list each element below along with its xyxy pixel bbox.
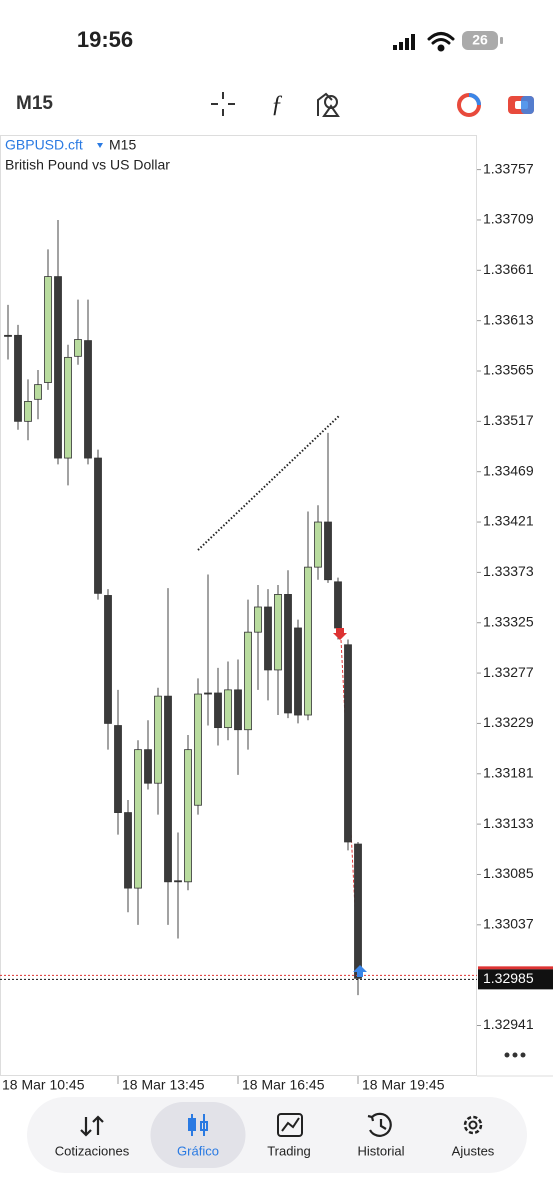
- candle-body: [224, 689, 232, 729]
- candle-body: [84, 340, 92, 459]
- candle-body: [144, 749, 152, 784]
- symbol-description: British Pound vs US Dollar: [5, 157, 170, 173]
- y-tick-label: 1.33565: [483, 362, 534, 378]
- candle-body: [164, 695, 172, 883]
- trade-button[interactable]: [457, 93, 481, 117]
- candle-body: [304, 566, 312, 716]
- candle-body: [74, 339, 82, 357]
- candle-body: [104, 595, 112, 724]
- tab-bar: [27, 1097, 527, 1173]
- active-tab-highlight: [150, 1102, 246, 1168]
- account-button[interactable]: [508, 96, 534, 114]
- last-price-box: [478, 969, 553, 990]
- y-tick-label: 1.33709: [483, 211, 534, 227]
- status-time: 19:56: [77, 27, 133, 52]
- history-icon: [367, 1112, 392, 1137]
- y-tick-label: 1.33133: [483, 815, 534, 831]
- tab-label[interactable]: Gráfico: [177, 1143, 219, 1158]
- candle-body: [174, 880, 182, 883]
- y-tick-label: 1.33613: [483, 311, 534, 327]
- candle-body: [14, 334, 22, 422]
- y-tick-label: 1.33037: [483, 916, 534, 932]
- candle-body: [54, 276, 62, 459]
- y-tick-label: 1.33085: [483, 865, 534, 881]
- x-tick-label: 18 Mar 13:45: [122, 1077, 205, 1093]
- objects-button[interactable]: [317, 92, 340, 117]
- last-price-label: 1.32985: [483, 970, 534, 986]
- candle-body: [294, 627, 302, 716]
- trend-line[interactable]: [197, 414, 341, 551]
- candle-body: [264, 606, 272, 671]
- chart-icon: [188, 1114, 208, 1136]
- candle-body: [354, 843, 362, 979]
- tab-label[interactable]: Ajustes: [452, 1143, 495, 1158]
- chart-marks: [0, 219, 477, 996]
- y-tick-label: 1.33661: [483, 261, 534, 277]
- candle-body: [134, 749, 142, 889]
- y-tick-label: 1.33229: [483, 714, 534, 730]
- candle-body: [114, 725, 122, 813]
- quotes-icon: [80, 1115, 104, 1137]
- tab-label[interactable]: Historial: [358, 1143, 405, 1158]
- battery-level: 26: [472, 32, 488, 48]
- symbol-name[interactable]: GBPUSD.cft: [5, 137, 83, 153]
- battery-icon: [462, 31, 498, 50]
- chart-frame: [0, 135, 477, 1076]
- x-tick-label: 18 Mar 19:45: [362, 1077, 445, 1093]
- x-tick-label: 18 Mar 16:45: [242, 1077, 325, 1093]
- tab-label[interactable]: Cotizaciones: [55, 1143, 130, 1158]
- y-tick-label: 1.33325: [483, 613, 534, 629]
- candle-body: [124, 812, 132, 889]
- candle-body: [94, 457, 102, 594]
- y-tick-label: 1.33757: [483, 160, 534, 176]
- candle-body: [254, 606, 262, 633]
- battery-tip: [500, 37, 503, 44]
- candle-body: [184, 749, 192, 883]
- candle-body: [334, 581, 342, 629]
- signal-icon: [393, 34, 415, 50]
- candle-body: [44, 276, 52, 383]
- y-tick-label: 1.33373: [483, 563, 534, 579]
- tab-label[interactable]: Trading: [267, 1143, 311, 1158]
- timeframe-button[interactable]: M15: [16, 93, 53, 114]
- candle-body: [284, 594, 292, 714]
- y-tick-label: 1.32941: [483, 1016, 534, 1032]
- candle-body: [244, 631, 252, 731]
- trading-icon: [277, 1113, 303, 1137]
- candle-body: [24, 401, 32, 422]
- x-tick-label: 18 Mar 10:45: [2, 1077, 85, 1093]
- candle-body: [274, 594, 282, 671]
- candle-body: [34, 384, 42, 400]
- y-tick-label: 1.33277: [483, 664, 534, 680]
- y-tick-label: 1.33517: [483, 412, 534, 428]
- candle-body: [214, 692, 222, 729]
- buy-arrow: [353, 965, 367, 977]
- ask-marker: [478, 966, 553, 970]
- candle-body: [4, 334, 12, 337]
- candle-body: [314, 521, 322, 568]
- candle-body: [194, 693, 202, 806]
- candle-body: [234, 689, 242, 731]
- more-button[interactable]: [504, 1052, 526, 1058]
- sell-arrow: [333, 628, 347, 640]
- y-tick-label: 1.33469: [483, 462, 534, 478]
- candle-body: [344, 644, 352, 843]
- candle-body: [64, 356, 72, 459]
- candle-body: [324, 521, 332, 581]
- indicators-button[interactable]: ƒ: [271, 92, 283, 118]
- y-tick-label: 1.33181: [483, 764, 534, 780]
- crosshair-button[interactable]: [211, 92, 235, 116]
- symbol-dropdown[interactable]: [97, 143, 103, 148]
- y-tick-label: 1.33421: [483, 513, 534, 529]
- settings-icon: [463, 1115, 483, 1135]
- chart-timeframe: M15: [109, 137, 136, 153]
- wifi-icon: [427, 32, 455, 52]
- candle-body: [204, 692, 212, 695]
- candle-body: [154, 695, 162, 784]
